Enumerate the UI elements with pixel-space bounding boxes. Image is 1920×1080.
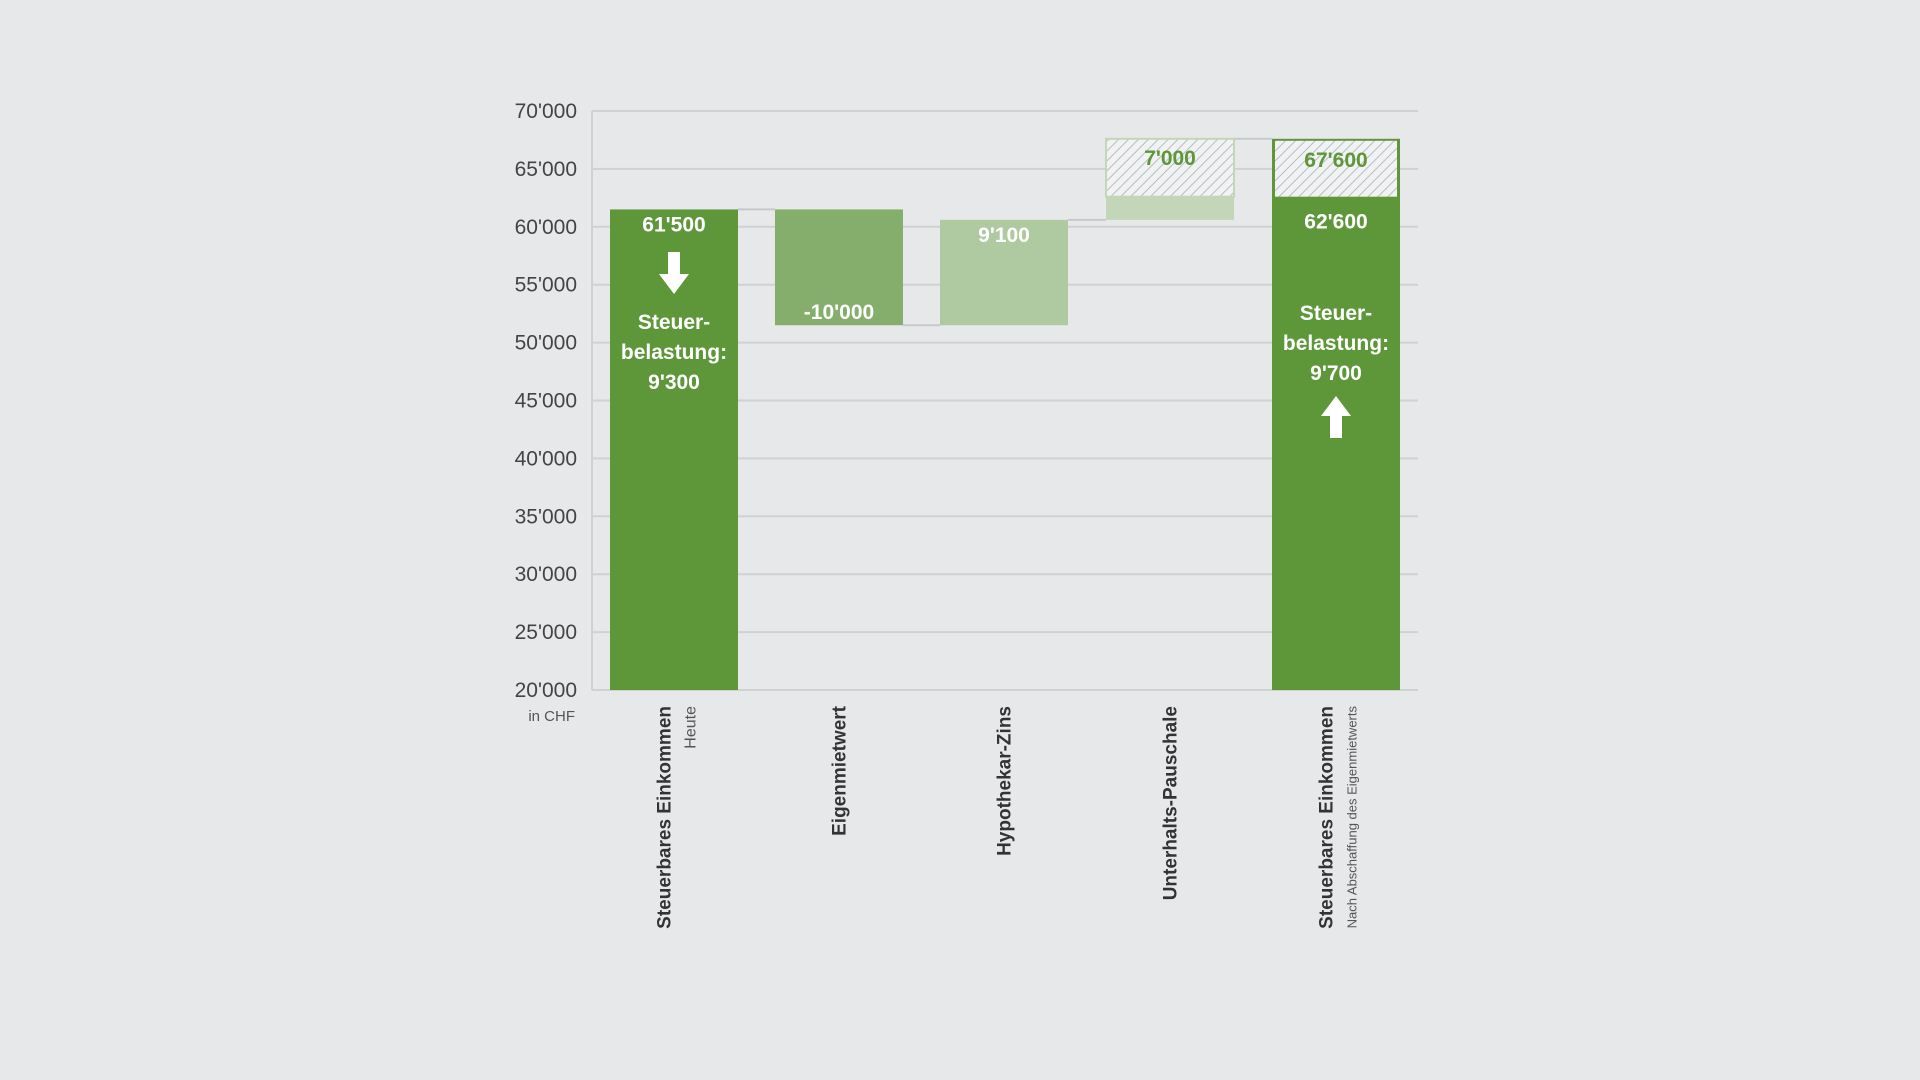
value-label: 61'500 <box>642 213 705 236</box>
annotation-text: belastung: <box>621 341 727 364</box>
category-sublabel: Heute <box>683 706 700 749</box>
category-label: Steuerbares Einkommen <box>655 706 676 929</box>
annotation-text: Steuer- <box>1300 302 1372 325</box>
y-tick-label: 45'000 <box>515 390 577 413</box>
annotation-text: belastung: <box>1283 332 1389 355</box>
y-axis: 20'000 25'000 30'000 35'000 40'000 45'000 50'0… <box>515 100 577 725</box>
y-tick-label: 70'000 <box>515 100 577 123</box>
y-tick-label: 60'000 <box>515 216 577 239</box>
y-tick-label: 65'000 <box>515 158 577 181</box>
y-tick-label: 40'000 <box>515 447 577 470</box>
value-label: 7'000 <box>1144 147 1196 170</box>
bar <box>940 219 1068 326</box>
y-tick-label: 25'000 <box>515 621 577 644</box>
value-label: 62'600 <box>1304 211 1367 234</box>
category-label: Hypothekar-Zins <box>995 706 1016 856</box>
category-label: Unterhalts-Pauschale <box>1161 706 1182 900</box>
value-label: 9'100 <box>978 224 1030 247</box>
bars <box>610 137 1400 691</box>
y-tick-label: 20'000 <box>515 679 577 702</box>
x-axis-labels: Steuerbares Einkommen Heute Eigenmietwert H… <box>655 705 1360 928</box>
bar <box>1106 196 1234 220</box>
value-label: 67'600 <box>1304 149 1367 172</box>
value-label: -10'000 <box>804 301 874 324</box>
annotation-text: 9'700 <box>1310 362 1362 385</box>
value-labels: 61'500 -10'000 9'100 7'000 67'600 62'600 Steue… <box>621 147 1389 438</box>
bar-hatched-part <box>1275 140 1397 197</box>
category-label: Steuerbares Einkommen <box>1317 706 1338 929</box>
y-tick-label: 55'000 <box>515 274 577 297</box>
y-tick-label: 30'000 <box>515 563 577 586</box>
annotation-text: 9'300 <box>648 371 700 394</box>
category-sublabel: Nach Abschaffung des Eigenmietwerts <box>1345 706 1360 929</box>
bar-hatched-part <box>1105 137 1235 198</box>
category-label: Eigenmietwert <box>830 705 851 836</box>
y-tick-label: 35'000 <box>515 505 577 528</box>
arrow-up-icon <box>1321 396 1351 438</box>
bar <box>775 209 903 326</box>
arrow-down-icon <box>659 252 689 294</box>
y-unit-label: in CHF <box>528 708 575 725</box>
annotation-text: Steuer- <box>638 311 710 334</box>
y-tick-label: 50'000 <box>515 332 577 355</box>
